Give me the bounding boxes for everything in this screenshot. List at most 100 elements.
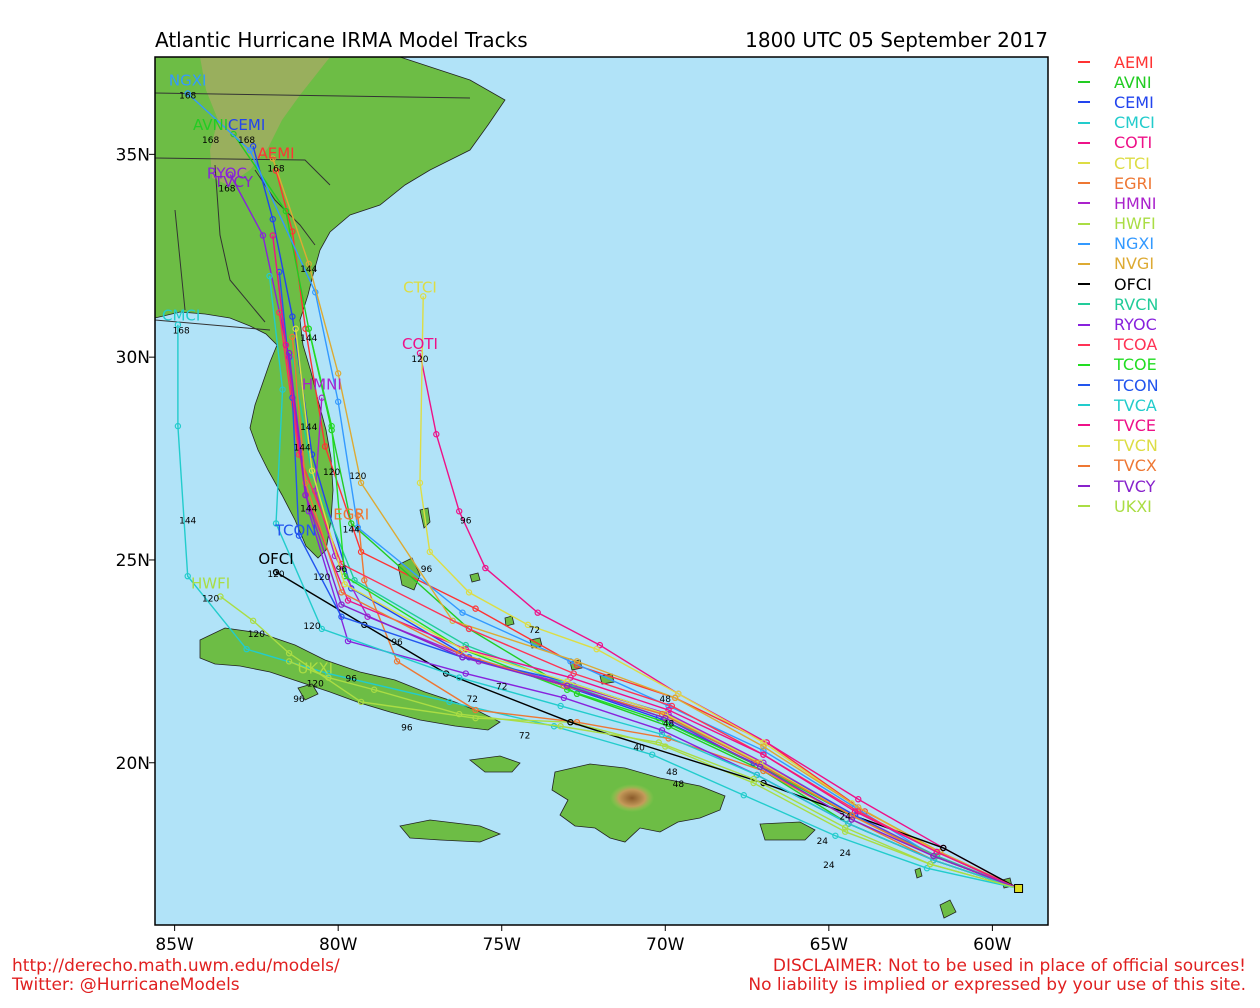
track-point — [302, 491, 309, 499]
track-point — [593, 645, 600, 653]
track-point — [295, 532, 303, 539]
legend-swatch — [1078, 242, 1090, 245]
legend-item-tcoe: TCOE — [1078, 355, 1159, 375]
track-point — [174, 321, 182, 328]
track-point — [426, 548, 433, 556]
track-point — [249, 143, 257, 150]
map-label-tvcy: TVCY — [213, 173, 254, 191]
track-point — [348, 520, 355, 527]
legend-swatch — [1078, 384, 1090, 387]
forecast-hour-label: 144 — [300, 504, 317, 514]
forecast-hour-label: 96 — [391, 638, 403, 648]
run-timestamp: 1800 UTC 05 September 2017 — [745, 28, 1048, 52]
track-point — [534, 609, 541, 616]
track-point — [269, 216, 276, 223]
track-point — [753, 771, 761, 779]
model-tracks — [174, 90, 1019, 890]
legend-label: TVCE — [1114, 415, 1156, 435]
legend-swatch — [1078, 262, 1090, 265]
legend-label: COTI — [1114, 133, 1153, 153]
legend-swatch — [1078, 323, 1090, 326]
track-point — [658, 727, 666, 734]
track-point — [446, 698, 453, 706]
track-point — [472, 706, 479, 714]
track-egri — [357, 515, 1019, 890]
track-point — [331, 552, 339, 560]
legend-label: UKXI — [1114, 496, 1152, 516]
legend-swatch — [1078, 464, 1090, 467]
map-label-hwfi: HWFI — [191, 574, 230, 592]
track-coti — [419, 352, 1019, 890]
source-url[interactable]: http://derecho.math.uwm.edu/models/ — [12, 956, 340, 976]
isle-of-youth — [297, 683, 319, 701]
lat-tick-25n: 25N — [116, 551, 150, 571]
track-point — [472, 605, 479, 612]
legend-item-nvgi: NVGI — [1078, 254, 1159, 274]
disclaimer-line-2: No liability is implied or expressed by … — [748, 975, 1246, 995]
track-point — [930, 852, 937, 860]
track-point — [665, 706, 672, 714]
track-ngxi — [187, 92, 1019, 890]
map-label-avni: AVNI — [193, 116, 228, 134]
legend-swatch — [1078, 283, 1090, 286]
track-point — [269, 155, 276, 162]
legend-item-ngxi: NGXI — [1078, 234, 1159, 254]
track-point — [230, 130, 237, 138]
track-tvce — [272, 235, 1019, 890]
track-point — [933, 848, 940, 856]
track-point — [295, 451, 303, 458]
lon-tick-85w: 85W — [155, 935, 194, 955]
hispaniola-highlands — [610, 784, 654, 812]
map-label-ryoc: RYOC — [207, 165, 247, 183]
track-point — [433, 431, 440, 438]
legend-item-avni: AVNI — [1078, 72, 1159, 92]
track-point — [573, 658, 581, 665]
track-point — [570, 670, 577, 677]
legend-swatch — [1078, 505, 1090, 508]
track-point — [649, 751, 656, 758]
track-tvcy — [288, 353, 1019, 890]
track-point — [357, 479, 365, 487]
map-label-hour: 120 — [307, 680, 324, 690]
legend-item-ctci: CTCI — [1078, 153, 1159, 173]
lat-tick-30n: 30N — [116, 348, 150, 368]
legend-item-cemi: CEMI — [1078, 92, 1159, 112]
forecast-hour-label: 96 — [401, 723, 413, 733]
legend-label: NVGI — [1114, 254, 1155, 274]
twitter-handle[interactable]: Twitter: @HurricaneModels — [12, 975, 240, 995]
track-point — [596, 641, 604, 649]
us-mainland — [155, 57, 506, 559]
legend-swatch — [1078, 121, 1090, 124]
forecast-hour-label: 72 — [467, 695, 478, 705]
legend-label: TVCN — [1114, 436, 1158, 456]
track-point — [282, 341, 290, 349]
map-label-hour: 168 — [267, 164, 284, 174]
track-point — [855, 796, 862, 803]
forecast-hour-label: 120 — [248, 630, 265, 640]
track-point — [756, 763, 764, 771]
legend-label: CMCI — [1114, 113, 1155, 133]
lat-tick-35n: 35N — [116, 145, 150, 165]
track-point — [832, 832, 839, 839]
legend-label: CTCI — [1114, 153, 1150, 173]
track-point — [357, 698, 365, 706]
track-point — [289, 333, 296, 341]
track-point — [927, 860, 934, 868]
track-point — [841, 824, 849, 831]
legend-item-tcon: TCON — [1078, 375, 1159, 395]
map-label-hour: 168 — [218, 185, 235, 195]
map-label-aemi: AEMI — [257, 144, 294, 162]
track-point — [671, 694, 679, 702]
legend-item-rvcn: RVCN — [1078, 294, 1159, 314]
legend-swatch — [1078, 162, 1090, 165]
legend-label: EGRI — [1114, 173, 1153, 193]
track-point — [482, 564, 489, 572]
track-point — [227, 171, 234, 178]
track-point — [393, 658, 401, 665]
lon-tick-75w: 75W — [483, 935, 522, 955]
legend-item-cmci: CMCI — [1078, 113, 1159, 133]
track-point — [416, 479, 424, 487]
legend-swatch — [1078, 303, 1090, 306]
track-point — [318, 625, 326, 633]
track-point — [658, 731, 666, 738]
